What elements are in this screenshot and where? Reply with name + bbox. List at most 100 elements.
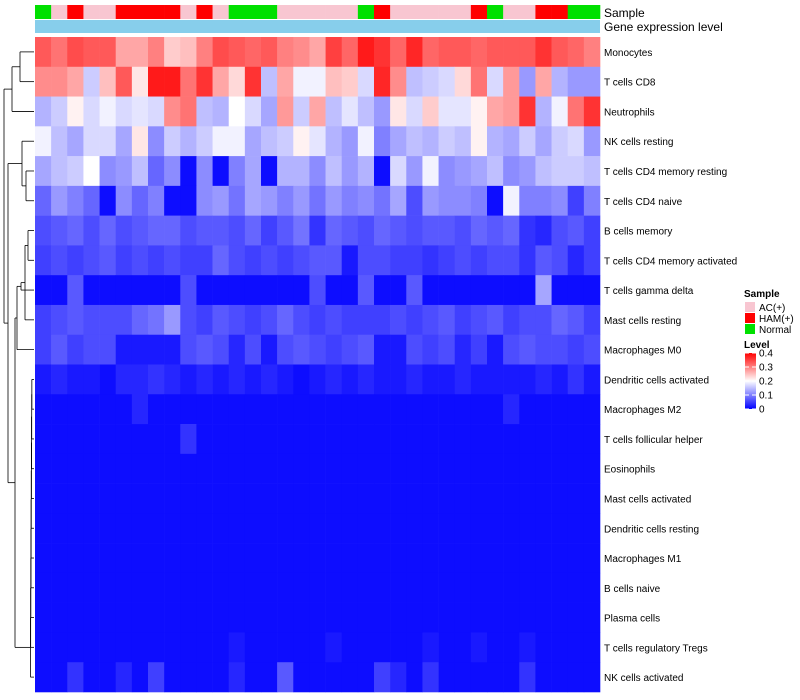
heatmap-cell bbox=[583, 37, 601, 68]
heatmap-cell bbox=[99, 483, 117, 514]
heatmap-cell bbox=[390, 572, 407, 603]
heatmap-cell bbox=[99, 453, 117, 484]
heatmap-cell bbox=[309, 185, 326, 216]
heatmap-cell bbox=[196, 245, 213, 276]
heatmap-cell bbox=[519, 513, 536, 544]
heatmap-cell bbox=[374, 424, 391, 455]
heatmap-cell bbox=[341, 275, 359, 306]
heatmap-cell bbox=[148, 275, 165, 306]
sample-annotation-cell bbox=[374, 5, 391, 19]
heatmap-cell bbox=[487, 156, 504, 187]
heatmap-cell bbox=[164, 453, 181, 484]
heatmap-cell bbox=[535, 156, 552, 187]
heatmap-cell bbox=[293, 334, 310, 365]
heatmap-cell bbox=[438, 334, 456, 365]
heatmap-cell bbox=[99, 66, 117, 97]
heatmap-cell bbox=[470, 483, 488, 514]
heatmap-cell bbox=[519, 37, 536, 68]
legend-level: Level 0.4 0.3 0.2 0.1 0 bbox=[744, 340, 773, 416]
heatmap-cell bbox=[357, 304, 375, 336]
heatmap-cell bbox=[99, 662, 117, 693]
heatmap-cell bbox=[196, 394, 213, 425]
heatmap-cell bbox=[148, 245, 165, 276]
heatmap-cell bbox=[438, 543, 456, 574]
heatmap-cell bbox=[228, 602, 246, 633]
heatmap-cell bbox=[422, 37, 439, 68]
heatmap-cell bbox=[470, 245, 488, 276]
heatmap-cell bbox=[583, 126, 601, 157]
heatmap-cell bbox=[583, 245, 601, 276]
heatmap-cell bbox=[99, 96, 117, 127]
heatmap-cell bbox=[567, 662, 585, 693]
heatmap-cell bbox=[519, 662, 536, 693]
heatmap-cell bbox=[487, 572, 504, 603]
heatmap-cell bbox=[551, 245, 569, 276]
heatmap-cell bbox=[196, 483, 213, 514]
heatmap-cell bbox=[470, 543, 488, 574]
heatmap-cell bbox=[131, 424, 149, 455]
heatmap-cell bbox=[67, 126, 84, 157]
heatmap-cell bbox=[131, 156, 149, 187]
heatmap-cell bbox=[51, 632, 68, 663]
heatmap-cell bbox=[131, 66, 149, 97]
heatmap-cell bbox=[277, 304, 294, 336]
heatmap-cell bbox=[390, 662, 407, 693]
heatmap-cell bbox=[503, 483, 520, 514]
heatmap-cell bbox=[99, 572, 117, 603]
heatmap-cell bbox=[390, 304, 407, 336]
heatmap-cell bbox=[261, 424, 278, 455]
heatmap-cell bbox=[374, 215, 391, 246]
heatmap-cell bbox=[180, 602, 197, 633]
heatmap-cell bbox=[519, 632, 536, 663]
heatmap-cell bbox=[196, 185, 213, 216]
heatmap-cell bbox=[244, 602, 262, 633]
heatmap-cell bbox=[487, 245, 504, 276]
heatmap-cell bbox=[131, 185, 149, 216]
heatmap-cell bbox=[309, 513, 326, 544]
heatmap-cell bbox=[454, 156, 472, 187]
heatmap-cell bbox=[357, 632, 375, 663]
heatmap-cell bbox=[196, 66, 213, 97]
heatmap-cell bbox=[261, 602, 278, 633]
sample-annotation-cell bbox=[551, 5, 569, 19]
heatmap-cell bbox=[374, 156, 391, 187]
row-label: T cells CD4 memory activated bbox=[604, 256, 737, 267]
heatmap-cell bbox=[390, 334, 407, 365]
heatmap-cell bbox=[277, 572, 294, 603]
heatmap-cell bbox=[374, 543, 391, 574]
heatmap-cell bbox=[357, 602, 375, 633]
heatmap-cell bbox=[406, 602, 423, 633]
heatmap-cell bbox=[454, 185, 472, 216]
heatmap-cell bbox=[309, 215, 326, 246]
sample-annotation-cell bbox=[164, 5, 181, 19]
heatmap-cell bbox=[131, 275, 149, 306]
heatmap-cell bbox=[567, 424, 585, 455]
heatmap-cell bbox=[325, 453, 343, 484]
heatmap-cell bbox=[277, 185, 294, 216]
heatmap-cell bbox=[519, 275, 536, 306]
heatmap-cell bbox=[180, 572, 197, 603]
heatmap-cell bbox=[519, 364, 536, 395]
heatmap-cell bbox=[148, 453, 165, 484]
heatmap-cells bbox=[35, 37, 601, 693]
sample-annotation-cell bbox=[293, 5, 310, 19]
heatmap-cell bbox=[422, 513, 439, 544]
heatmap-cell bbox=[406, 37, 423, 68]
heatmap-cell bbox=[277, 245, 294, 276]
heatmap-cell bbox=[228, 66, 246, 97]
heatmap-cell bbox=[325, 96, 343, 127]
heatmap-cell bbox=[519, 334, 536, 365]
heatmap-cell bbox=[51, 156, 68, 187]
heatmap-cell bbox=[406, 483, 423, 514]
heatmap-cell bbox=[83, 602, 100, 633]
heatmap-cell bbox=[422, 334, 439, 365]
heatmap-cell bbox=[35, 334, 52, 365]
heatmap-cell bbox=[341, 424, 359, 455]
heatmap-cell bbox=[535, 572, 552, 603]
heatmap-cell bbox=[470, 37, 488, 68]
heatmap-cell bbox=[293, 185, 310, 216]
heatmap-cell bbox=[148, 185, 165, 216]
heatmap-cell bbox=[99, 126, 117, 157]
heatmap-cell bbox=[196, 453, 213, 484]
heatmap-cell bbox=[567, 185, 585, 216]
